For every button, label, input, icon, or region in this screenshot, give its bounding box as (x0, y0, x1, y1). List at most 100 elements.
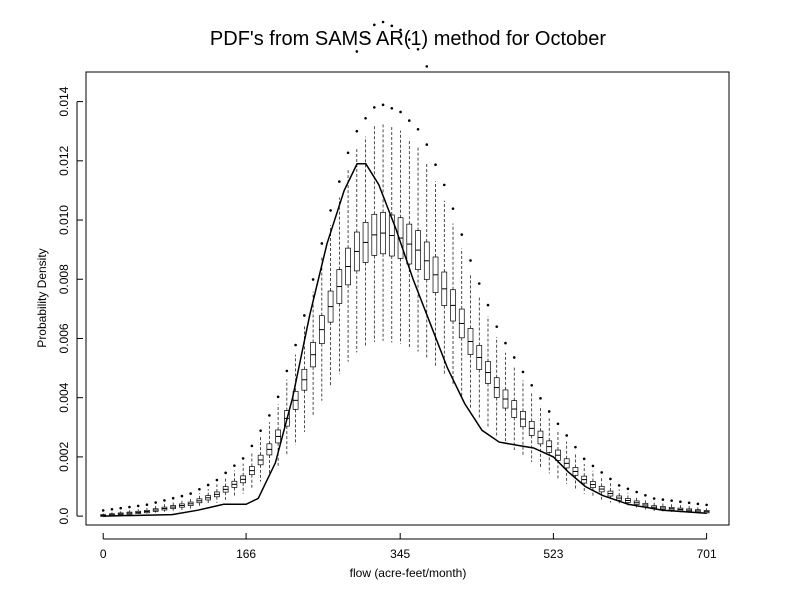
boxplot-outlier (346, 151, 350, 155)
boxplot-outlier (250, 444, 254, 448)
boxplot-outlier (233, 464, 236, 467)
y-axis: 0.0 0.002 0.004 0.006 0.008 0.010 0.012 0.014 (57, 86, 83, 524)
boxplot-outlier (355, 129, 359, 133)
boxplot (651, 497, 657, 511)
boxplot-outlier (591, 464, 595, 468)
boxplot-outlier (206, 483, 210, 487)
boxplot-outlier (687, 501, 691, 505)
boxplot-outlier (582, 457, 586, 461)
boxplot-outlier (311, 278, 315, 281)
boxplot (476, 282, 483, 419)
boxplot-outlier (198, 487, 201, 491)
boxplot (633, 490, 640, 509)
boxplot (598, 471, 605, 500)
boxplot (371, 23, 378, 343)
boxplot-outlier (373, 23, 376, 27)
boxplot-outlier (381, 20, 385, 24)
boxplot (677, 500, 684, 513)
boxplot (493, 325, 500, 437)
boxplot-outlier (163, 499, 166, 502)
boxplot-outlier (530, 383, 534, 387)
boxplot-outlier (617, 484, 621, 487)
boxplot-outlier (600, 471, 603, 474)
boxplot (126, 505, 133, 515)
boxplot-outlier (303, 314, 306, 317)
boxplot-outlier (145, 503, 149, 507)
boxplot (336, 180, 343, 375)
boxplot (318, 242, 325, 401)
boxplot-outlier (705, 503, 708, 507)
boxplot-outlier (171, 496, 175, 500)
x-tick-label: 523 (543, 547, 563, 561)
boxplot-outlier (486, 303, 490, 307)
boxplot-outlier (644, 493, 647, 497)
boxplot-outlier (268, 414, 271, 417)
boxplot (179, 494, 185, 510)
boxplot (196, 487, 203, 507)
boxplot-outlier (574, 445, 577, 449)
boxplot-outlier (373, 106, 376, 109)
x-tick-label: 0 (100, 547, 107, 561)
boxplot-outlier (539, 397, 542, 400)
y-tick-label: 0.006 (57, 323, 71, 353)
boxplot (450, 207, 456, 386)
boxplot-outlier (329, 209, 332, 212)
boxplot-outlier (364, 35, 367, 39)
boxplot (205, 483, 212, 506)
boxplot-outlier (416, 47, 420, 51)
boxplot (257, 429, 264, 482)
boxplot (467, 259, 474, 409)
boxplot (485, 303, 491, 428)
boxplot-outlier (425, 65, 429, 68)
density-curve-group (103, 163, 707, 517)
boxplot (423, 65, 430, 359)
boxplot-outlier (512, 356, 516, 359)
boxplot-outlier (364, 116, 367, 120)
x-axis: 0 166 345 523 701 (100, 533, 717, 561)
boxplot-outlier (565, 434, 568, 437)
boxplot (528, 383, 535, 463)
boxplot (511, 356, 518, 451)
boxplot (686, 501, 692, 513)
boxplot-outlier (460, 233, 464, 236)
boxplot (222, 471, 229, 500)
y-tick-label: 0.004 (57, 382, 71, 412)
boxplot (327, 209, 334, 387)
boxplot (240, 457, 246, 494)
boxplot-outlier (626, 487, 630, 491)
boxplot (397, 28, 404, 345)
y-tick-label: 0.0 (57, 507, 71, 524)
x-tick-label: 166 (236, 547, 256, 561)
x-axis-label: flow (acre-feet/month) (350, 566, 467, 580)
boxplot-outlier (434, 163, 437, 167)
boxplot-outlier (679, 500, 682, 503)
boxplot-outlier (451, 207, 455, 210)
boxplot (249, 444, 255, 489)
boxplot-outlier (154, 501, 157, 504)
x-tick-label: 345 (390, 547, 410, 561)
boxplot-outlier (661, 498, 665, 501)
boxplot-outlier (390, 106, 394, 110)
boxplot-outlier (477, 282, 481, 285)
boxplot-outlier (390, 24, 394, 28)
boxplot (144, 503, 150, 514)
boxplot-outlier (355, 50, 359, 53)
y-tick-label: 0.010 (57, 205, 71, 235)
boxplot (170, 496, 177, 511)
boxplot-outlier (110, 507, 114, 511)
boxplot (546, 410, 553, 474)
boxplot (214, 478, 220, 503)
boxplot-outlier (469, 259, 472, 262)
boxplot (415, 47, 421, 352)
boxplot-outlier (320, 242, 324, 245)
boxplot-outlier (101, 509, 105, 512)
y-tick-label: 0.012 (57, 145, 71, 175)
boxplot-outlier (294, 343, 297, 347)
boxplot (353, 50, 360, 353)
boxplot-outlier (495, 325, 499, 328)
boxplot-outlier (407, 38, 411, 41)
y-tick-label: 0.008 (57, 264, 71, 294)
boxplot (520, 370, 526, 457)
boxplot (625, 487, 631, 507)
boxplot-group (100, 20, 710, 517)
